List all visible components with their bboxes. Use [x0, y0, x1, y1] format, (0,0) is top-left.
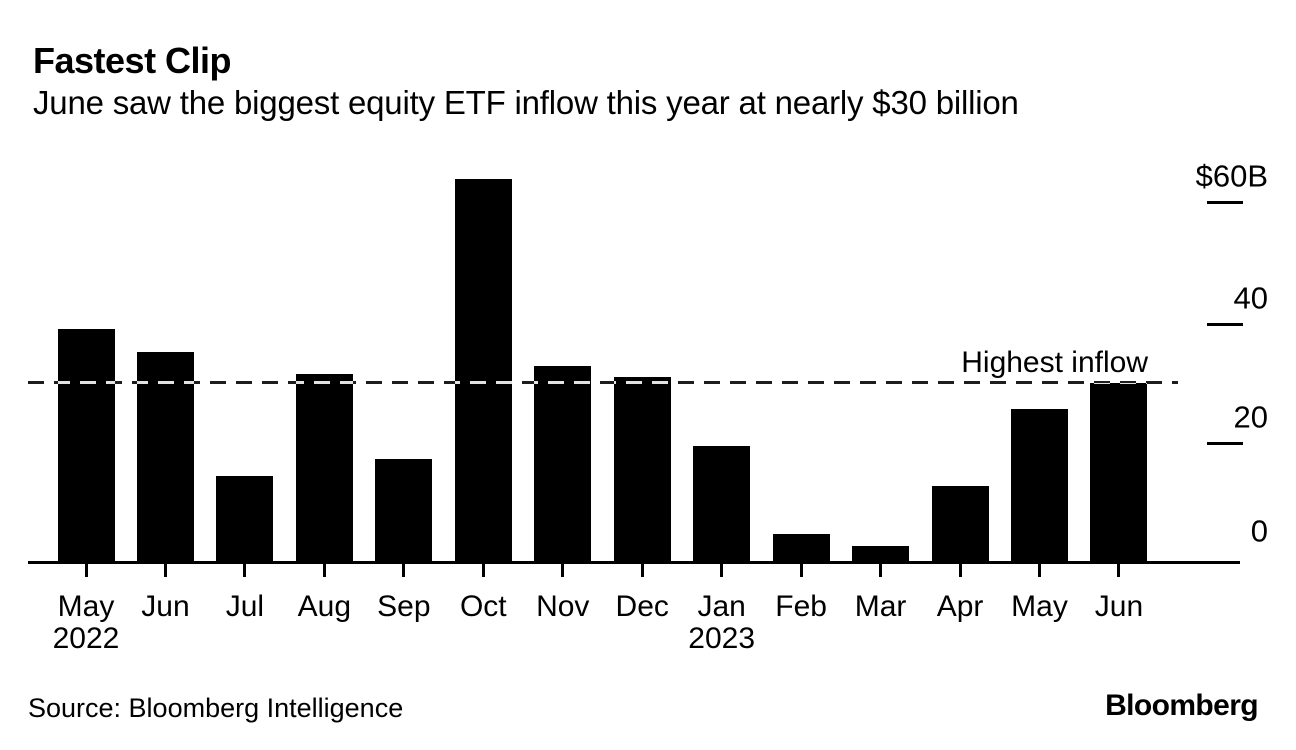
- source-credit: Source: Bloomberg Intelligence: [28, 693, 404, 723]
- bar-apr: [931, 486, 989, 562]
- bar-jan-2023: [693, 446, 751, 562]
- bar-aug: [295, 374, 353, 562]
- y-axis-label: 40: [1233, 280, 1268, 316]
- x-tick: [799, 564, 803, 577]
- y-tick-dash: [1207, 442, 1243, 445]
- x-tick: [402, 564, 406, 577]
- bar-nov: [534, 366, 592, 562]
- y-tick-dash: [1207, 201, 1243, 204]
- bar-feb: [772, 534, 830, 562]
- x-tick: [958, 564, 962, 577]
- y-axis-label: $60B: [1195, 158, 1268, 194]
- bar-oct: [454, 179, 512, 562]
- bar-jun: [1090, 383, 1148, 562]
- highest-inflow-dashed-line: [28, 381, 1178, 384]
- chart-title: Fastest Clip: [33, 40, 232, 81]
- x-tick: [481, 564, 485, 577]
- bar-may-2022: [57, 329, 115, 562]
- x-axis-label: Apr: [936, 590, 984, 623]
- x-axis-line: [28, 561, 1240, 564]
- bar-sep: [375, 459, 433, 562]
- bar-jul: [216, 476, 274, 562]
- x-axis-label: May: [1011, 590, 1068, 623]
- x-tick: [1038, 564, 1042, 577]
- x-tick: [879, 564, 883, 577]
- x-axis-label: Sep: [377, 590, 431, 623]
- x-axis-year-label: 2023: [688, 622, 756, 655]
- x-axis-label: Jan 2023: [662, 591, 782, 655]
- y-tick-dash: [1207, 323, 1243, 326]
- x-tick: [720, 564, 724, 577]
- x-axis-label: Dec: [615, 590, 669, 623]
- x-axis-label: Mar: [854, 590, 907, 623]
- y-axis-label: 0: [1250, 513, 1268, 549]
- x-axis-label: Jun: [141, 590, 190, 623]
- bar-may: [1011, 409, 1069, 562]
- x-axis-label: Feb: [775, 590, 827, 623]
- x-tick: [163, 564, 167, 577]
- x-axis-label: Aug: [297, 590, 352, 623]
- bar-dec: [613, 377, 671, 562]
- bar-jun: [136, 352, 194, 562]
- x-tick: [640, 564, 644, 577]
- x-tick: [243, 564, 247, 577]
- bloomberg-logo: Bloomberg: [1105, 689, 1259, 722]
- x-axis-label: Nov: [536, 590, 590, 623]
- x-axis-label: Jun: [1094, 590, 1144, 623]
- y-axis-label: 20: [1233, 399, 1268, 435]
- x-tick: [322, 564, 326, 577]
- x-axis-label: Jul: [225, 590, 265, 623]
- x-axis-label: May 2022: [26, 591, 146, 655]
- x-tick: [1117, 564, 1121, 577]
- x-tick: [84, 564, 88, 577]
- chart-subtitle: June saw the biggest equity ETF inflow t…: [33, 84, 1019, 121]
- x-tick: [561, 564, 565, 577]
- x-axis-label: Oct: [459, 590, 507, 623]
- bar-mar: [852, 546, 910, 562]
- highest-inflow-label: Highest inflow: [961, 346, 1148, 379]
- x-axis-year-label: 2022: [52, 622, 120, 655]
